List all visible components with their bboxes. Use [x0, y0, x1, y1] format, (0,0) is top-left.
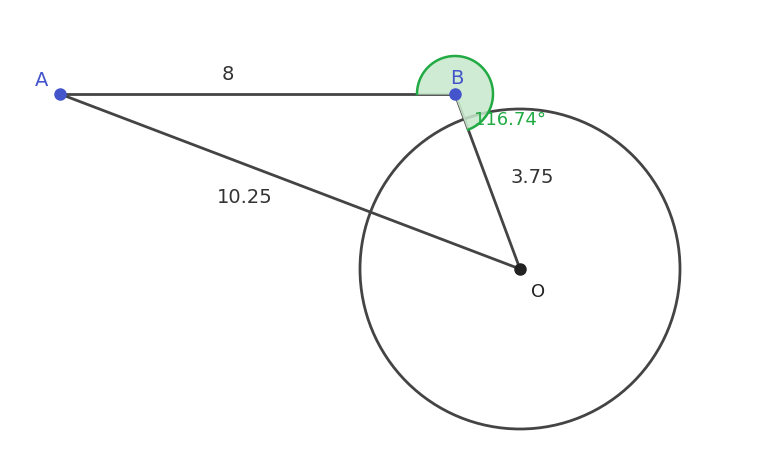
Text: 10.25: 10.25	[217, 187, 273, 207]
Polygon shape	[417, 57, 493, 130]
Text: 116.74°: 116.74°	[474, 111, 546, 129]
Text: A: A	[35, 71, 49, 89]
Text: O: O	[531, 283, 545, 300]
Text: 3.75: 3.75	[510, 167, 554, 187]
Text: 8: 8	[221, 66, 233, 84]
Text: B: B	[450, 69, 464, 88]
